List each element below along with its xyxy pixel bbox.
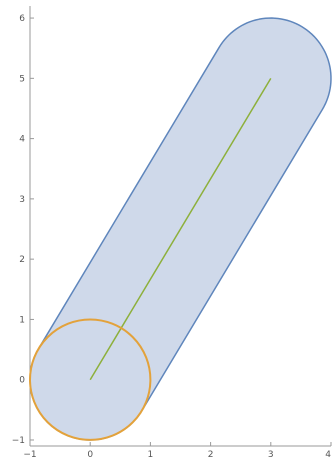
x-tick-label: 0 bbox=[87, 450, 93, 460]
tick-labels: −1 0 1 2 3 4 −1 0 1 2 3 4 5 6 bbox=[12, 14, 332, 460]
y-tick-label: 3 bbox=[19, 195, 25, 205]
x-tick-label: 2 bbox=[208, 450, 214, 460]
y-tick-label: 1 bbox=[19, 315, 25, 325]
y-tick-label: 2 bbox=[19, 255, 25, 265]
x-tick-label: 1 bbox=[148, 450, 154, 460]
x-tick-label: 3 bbox=[268, 450, 274, 460]
y-tick-label: 4 bbox=[19, 135, 25, 145]
x-tick-label: 4 bbox=[325, 450, 331, 460]
x-tick-label: −1 bbox=[23, 450, 36, 460]
tick-marks bbox=[29, 17, 332, 446]
line-segment bbox=[89, 77, 272, 381]
unit-circle bbox=[28, 318, 152, 441]
y-tick-label: 6 bbox=[19, 14, 25, 24]
y-tick-label: −1 bbox=[12, 436, 25, 446]
y-tick-label: 0 bbox=[19, 376, 25, 386]
y-tick-label: 5 bbox=[19, 74, 25, 84]
